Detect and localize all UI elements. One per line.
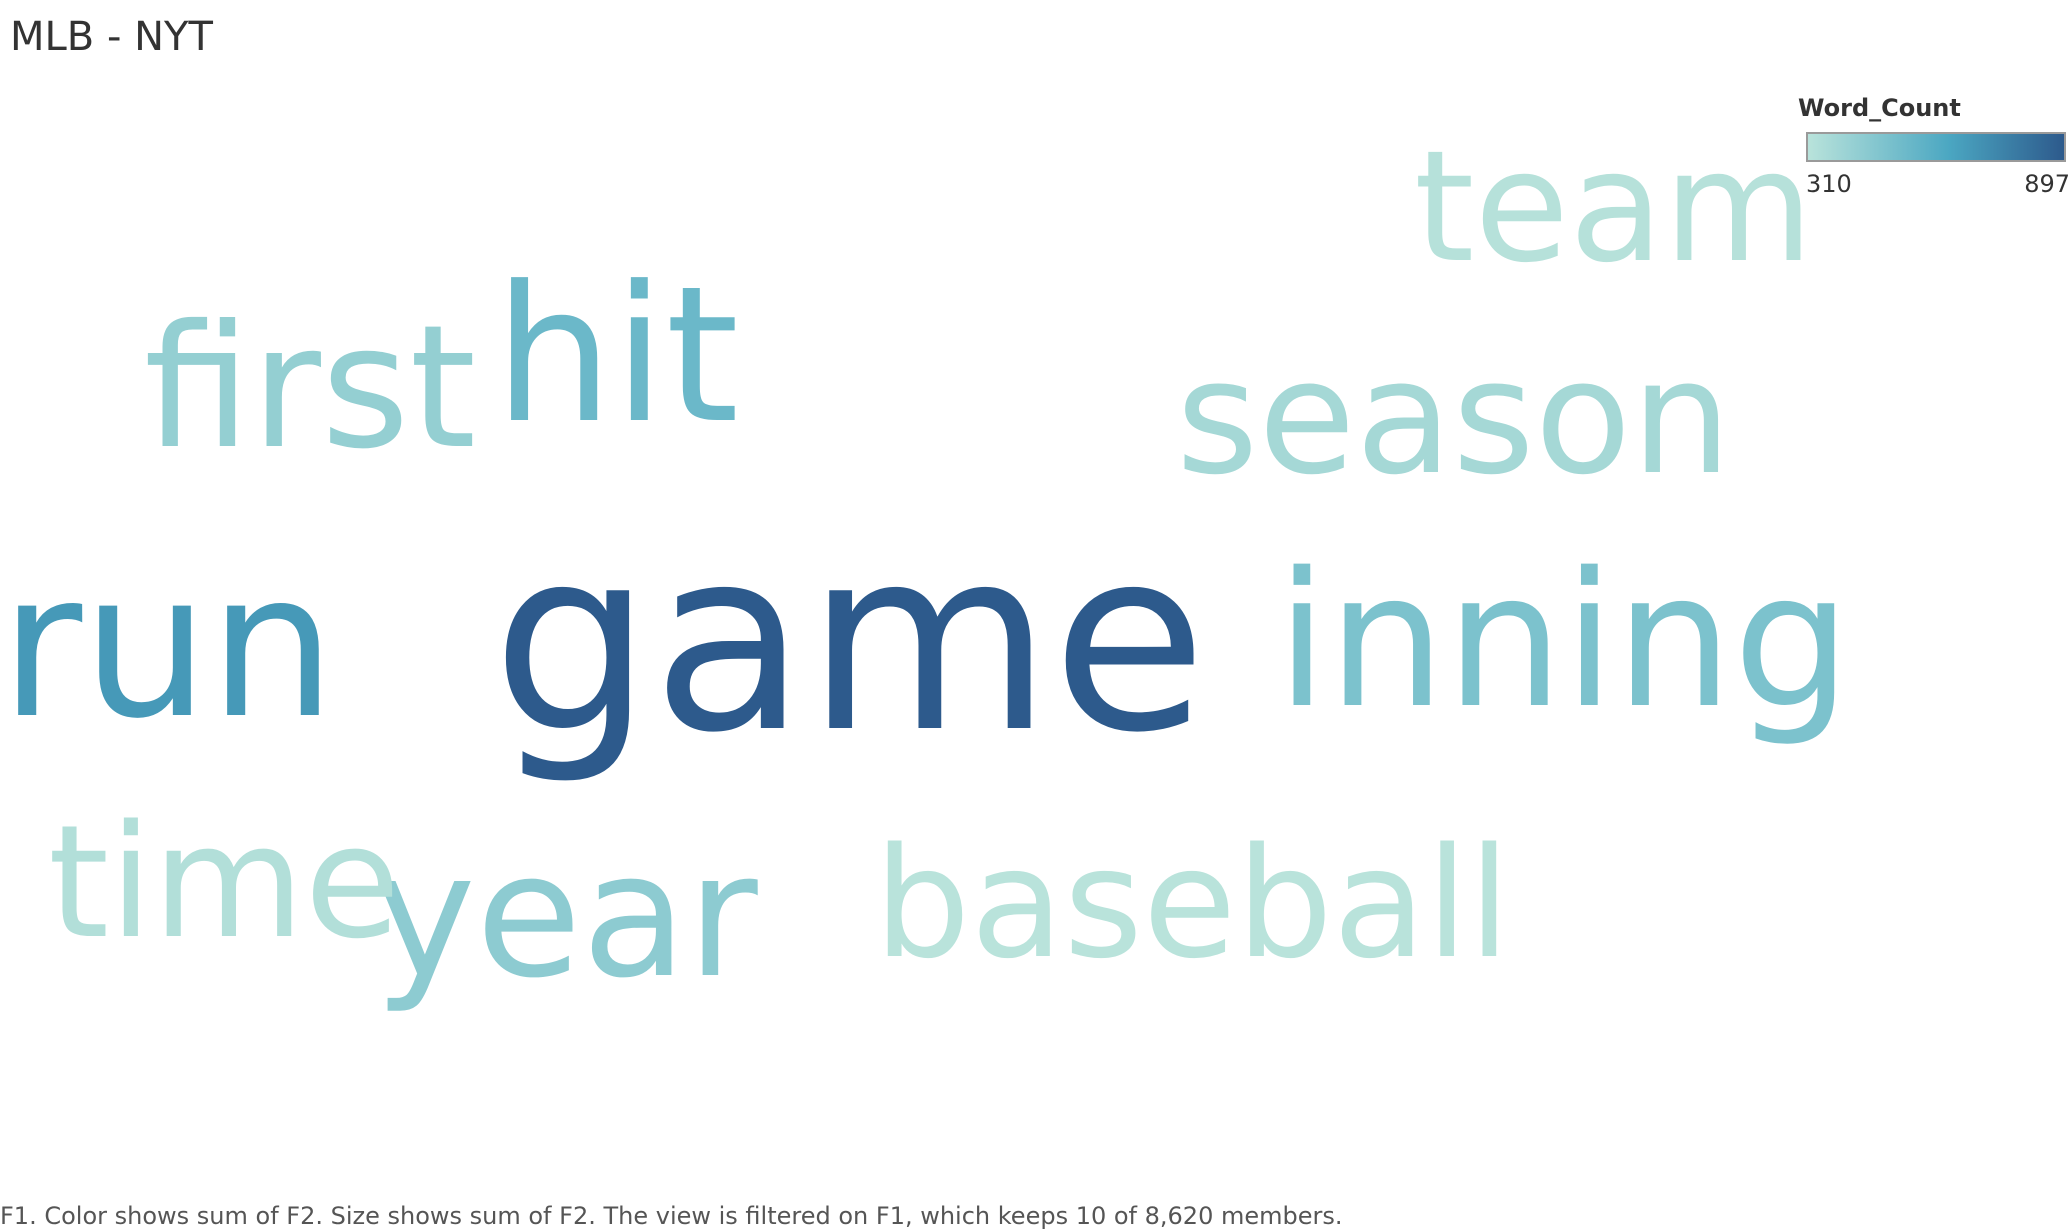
view-caption: F1. Color shows sum of F2. Size shows su… — [0, 1202, 1343, 1230]
word-run[interactable]: run — [0, 530, 336, 763]
word-season[interactable]: season — [1176, 326, 1731, 510]
sheet-title: MLB - NYT — [10, 14, 213, 60]
legend-title: Word_Count — [1798, 94, 1961, 122]
word-first[interactable]: first — [144, 289, 476, 487]
color-legend: Word_Count 310 897 — [1798, 94, 2070, 204]
word-game[interactable]: game — [492, 495, 1207, 788]
word-time[interactable]: time — [48, 791, 400, 973]
word-inning[interactable]: inning — [1276, 532, 1851, 749]
legend-max-label: 897 — [2024, 170, 2070, 198]
word-baseball[interactable]: baseball — [874, 815, 1510, 992]
legend-color-ramp — [1806, 132, 2066, 162]
word-team[interactable]: team — [1414, 118, 1814, 297]
word-hit[interactable]: hit — [494, 246, 739, 465]
legend-min-label: 310 — [1806, 170, 1852, 198]
word-year[interactable]: year — [374, 815, 758, 1016]
